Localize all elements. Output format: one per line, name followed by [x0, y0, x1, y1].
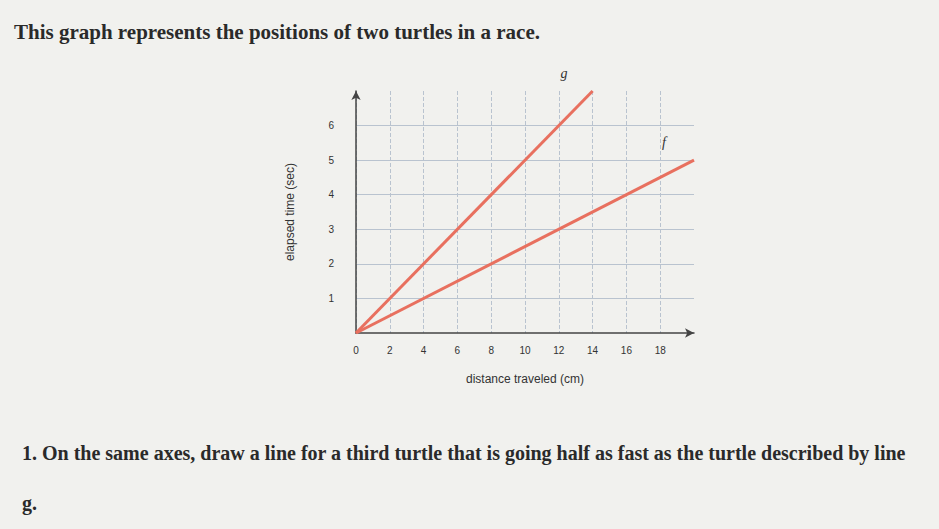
- svg-text:6: 6: [455, 345, 461, 356]
- svg-text:10: 10: [519, 345, 531, 356]
- svg-text:12: 12: [553, 345, 565, 356]
- svg-text:distance traveled (cm): distance traveled (cm): [466, 372, 584, 386]
- svg-text:18: 18: [655, 345, 667, 356]
- svg-text:f: f: [662, 135, 668, 150]
- svg-text:elapsed time (sec): elapsed time (sec): [283, 163, 297, 261]
- svg-text:16: 16: [621, 345, 633, 356]
- svg-text:3: 3: [328, 224, 334, 235]
- svg-text:6: 6: [328, 120, 334, 131]
- svg-text:2: 2: [328, 258, 334, 269]
- svg-text:1: 1: [328, 293, 334, 304]
- svg-text:14: 14: [587, 345, 599, 356]
- svg-text:8: 8: [488, 345, 494, 356]
- html-text:1. On the same axes, draw a li: 1. On the same axes, draw a line for a t…: [22, 442, 906, 514]
- svg-text:4: 4: [421, 345, 427, 356]
- svg-text:0: 0: [353, 345, 359, 356]
- svg-text:g: g: [561, 66, 568, 81]
- svg-text:4: 4: [328, 189, 334, 200]
- svg-text:2: 2: [387, 345, 393, 356]
- svg-text:5: 5: [328, 155, 334, 166]
- html-text:This graph represents the posi: This graph represents the positions of t…: [14, 20, 540, 44]
